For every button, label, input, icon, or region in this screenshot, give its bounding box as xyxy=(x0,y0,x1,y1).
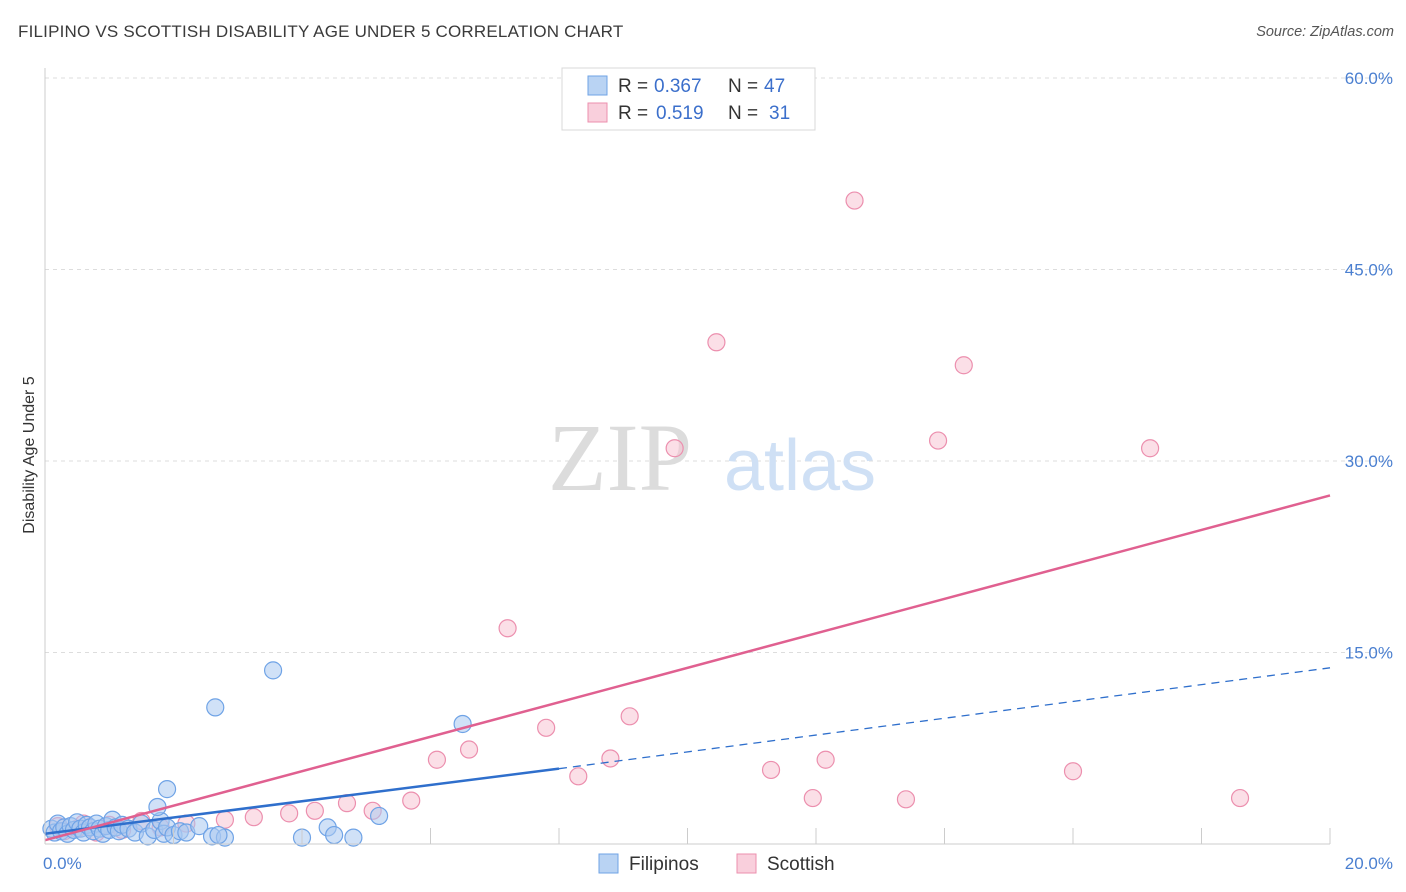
scottish-trend-line xyxy=(44,494,1331,842)
scottish-point xyxy=(816,750,835,769)
legend-r-label-2: R = xyxy=(618,103,648,124)
filipinos-point xyxy=(370,806,389,826)
svg-text:atlas: atlas xyxy=(724,426,876,506)
filipinos-point xyxy=(157,780,177,799)
filipinos-point xyxy=(344,828,363,847)
x-tick-label: 20.0% xyxy=(1345,854,1393,873)
scottish-legend-swatch xyxy=(736,853,757,874)
scottish-point xyxy=(244,808,263,827)
filipinos-point xyxy=(190,817,209,836)
scottish-point xyxy=(537,718,556,737)
scottish-point xyxy=(1230,788,1250,808)
y-tick-label: 45.0% xyxy=(1345,261,1393,280)
filipinos-legend-swatch xyxy=(598,853,619,874)
scottish-point xyxy=(665,439,684,458)
scottish-point xyxy=(845,191,864,210)
y-tick-label: 30.0% xyxy=(1345,452,1393,471)
data-points xyxy=(42,191,1250,847)
filipinos-point xyxy=(325,825,344,845)
legend-n-label-1: N = xyxy=(728,76,758,97)
scottish-point xyxy=(1140,439,1160,458)
svg-text:ZIP: ZIP xyxy=(548,404,692,511)
scottish-point xyxy=(459,740,479,759)
filipinos-trend-line xyxy=(44,767,560,836)
scottish-point xyxy=(707,333,726,352)
scottish-point xyxy=(305,801,324,820)
legend-n-value-2: 31 xyxy=(769,103,790,124)
filipinos-point xyxy=(209,825,228,845)
scottish-point xyxy=(427,750,447,769)
scottish-point xyxy=(620,707,639,726)
scottish-point xyxy=(498,619,517,638)
y-tick-label: 15.0% xyxy=(1345,644,1393,663)
scottish-point xyxy=(803,788,822,808)
scottish-point xyxy=(761,760,781,780)
grid-lines xyxy=(45,77,1392,653)
legend-r-label-1: R = xyxy=(618,76,648,97)
filipinos-point xyxy=(206,698,225,717)
x-tick-label: 0.0% xyxy=(43,854,82,873)
scottish-point xyxy=(928,431,948,450)
legend-n-value-1: 47 xyxy=(764,76,785,97)
filipinos-trend-extension xyxy=(558,667,1331,770)
y-tick-label: 60.0% xyxy=(1345,69,1393,88)
scottish-point xyxy=(402,791,421,810)
scottish-point xyxy=(601,749,620,768)
scottish-point xyxy=(1063,762,1083,781)
series-legend: Filipinos Scottish xyxy=(598,853,835,875)
scottish-point xyxy=(280,804,299,823)
legend-n-label-2: N = xyxy=(728,103,758,124)
legend-r-value-1: 0.367 xyxy=(654,76,702,97)
filipinos-legend-label: Filipinos xyxy=(629,854,699,875)
correlation-legend: R = 0.367 N = 47 R = 0.519 N = 31 xyxy=(561,67,816,131)
scottish-swatch xyxy=(587,102,608,123)
zipatlas-watermark: ZIP atlas xyxy=(548,404,876,511)
axes: 15.0% 30.0% 45.0% 60.0% 0.0% 20.0% xyxy=(43,68,1393,873)
scottish-legend-label: Scottish xyxy=(767,854,835,875)
chart-title: FILIPINO VS SCOTTISH DISABILITY AGE UNDE… xyxy=(18,22,624,41)
scottish-point xyxy=(215,810,234,829)
y-axis-label: Disability Age Under 5 xyxy=(21,376,38,534)
source-label: Source: ZipAtlas.com xyxy=(1256,24,1394,40)
scottish-point xyxy=(954,356,973,375)
scottish-point xyxy=(569,767,588,786)
filipinos-swatch xyxy=(587,75,608,96)
legend-r-value-2: 0.519 xyxy=(656,103,704,124)
scottish-point xyxy=(896,790,916,809)
filipinos-point xyxy=(148,797,167,817)
trend-lines xyxy=(44,494,1331,842)
filipinos-point xyxy=(263,661,283,680)
